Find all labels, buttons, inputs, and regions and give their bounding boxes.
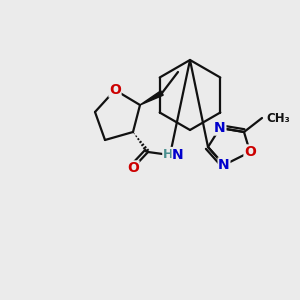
Text: N: N	[172, 148, 184, 162]
Polygon shape	[140, 91, 163, 105]
Text: O: O	[109, 83, 121, 97]
Text: N: N	[218, 158, 230, 172]
Text: H: H	[163, 148, 173, 160]
Text: N: N	[214, 121, 226, 135]
Text: CH₃: CH₃	[266, 112, 290, 124]
Text: O: O	[244, 145, 256, 159]
Text: O: O	[127, 161, 139, 175]
